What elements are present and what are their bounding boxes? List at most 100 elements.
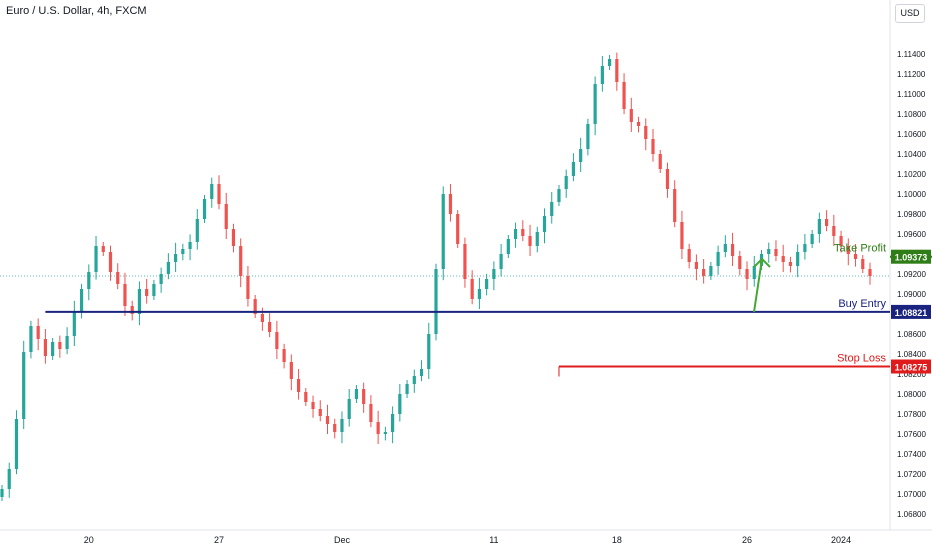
candle-body bbox=[224, 204, 228, 229]
x-tick-label: 26 bbox=[742, 535, 752, 545]
candle-body bbox=[730, 244, 735, 256]
candle-body bbox=[152, 284, 156, 296]
candle-body bbox=[174, 254, 178, 262]
target-arrow-head bbox=[753, 257, 771, 268]
candle-body bbox=[246, 276, 250, 299]
candle-body bbox=[774, 249, 778, 256]
candle-body bbox=[853, 254, 858, 259]
candle-body bbox=[492, 269, 496, 279]
candle-body bbox=[159, 274, 163, 284]
candle-body bbox=[861, 259, 865, 269]
candle-body bbox=[673, 189, 677, 222]
candle-body bbox=[289, 362, 293, 379]
candle-body bbox=[839, 236, 843, 246]
candle-body bbox=[87, 272, 91, 289]
candle-body bbox=[195, 219, 199, 242]
candle-body bbox=[268, 322, 272, 332]
candle-body bbox=[521, 229, 525, 236]
candle-body bbox=[427, 334, 431, 369]
candle-body bbox=[608, 59, 612, 66]
candle-body bbox=[282, 349, 286, 362]
buy-entry-price-value: 1.08821 bbox=[895, 308, 928, 318]
candle-body bbox=[615, 59, 619, 82]
currency-button[interactable]: USD bbox=[895, 4, 925, 23]
candle-body bbox=[702, 269, 706, 276]
candle-body bbox=[94, 246, 98, 272]
candle-body bbox=[738, 256, 742, 269]
buy-entry-price-tag bbox=[891, 304, 931, 319]
candle-body bbox=[347, 399, 351, 419]
y-tick-label: 1.10600 bbox=[897, 130, 926, 139]
candle-body bbox=[217, 184, 221, 204]
candle-body bbox=[202, 199, 207, 219]
candle-body bbox=[781, 256, 785, 262]
y-tick-label: 1.07400 bbox=[897, 450, 926, 459]
candle-body bbox=[499, 254, 503, 269]
candle-body bbox=[72, 312, 76, 336]
y-tick-label: 1.08200 bbox=[897, 370, 926, 379]
take-profit-price-value: 1.09373 bbox=[895, 253, 928, 263]
candle-body bbox=[29, 326, 33, 352]
candle-body bbox=[803, 244, 807, 252]
y-tick-label: 1.10800 bbox=[897, 110, 926, 119]
candle-body bbox=[79, 289, 84, 312]
x-tick-label: 11 bbox=[489, 535, 498, 545]
y-tick-label: 1.06800 bbox=[897, 510, 926, 519]
candle-body bbox=[43, 339, 47, 356]
x-tick-label: 20 bbox=[84, 535, 94, 545]
candle-body bbox=[629, 109, 633, 122]
candle-body bbox=[528, 236, 532, 246]
candle-body bbox=[398, 394, 402, 414]
stop-loss-price-tag bbox=[891, 359, 931, 374]
stop-loss-price-value: 1.08275 bbox=[895, 363, 928, 373]
candle-body bbox=[665, 169, 670, 189]
candle-body bbox=[108, 252, 113, 272]
candle-body bbox=[716, 252, 720, 266]
candle-body bbox=[253, 299, 257, 314]
candle-body bbox=[680, 222, 684, 249]
candle-body bbox=[36, 326, 40, 339]
candle-body bbox=[448, 194, 453, 214]
candle-body bbox=[477, 289, 481, 299]
candle-body bbox=[564, 176, 568, 189]
candle-body bbox=[311, 402, 315, 409]
candle-body bbox=[694, 262, 698, 269]
x-tick-label: Dec bbox=[334, 535, 351, 545]
y-tick-label: 1.07200 bbox=[897, 470, 926, 479]
candle-body bbox=[354, 389, 359, 399]
candle-body bbox=[745, 269, 749, 279]
y-tick-label: 1.09800 bbox=[897, 210, 926, 219]
candle-body bbox=[340, 419, 344, 432]
x-tick-label: 18 bbox=[612, 535, 622, 545]
y-tick-label: 1.07000 bbox=[897, 490, 926, 499]
candle-body bbox=[868, 269, 872, 276]
candle-body bbox=[369, 404, 373, 422]
candle-body bbox=[463, 244, 467, 279]
candle-body bbox=[542, 216, 547, 232]
take-profit-label: Take Profit bbox=[834, 243, 886, 255]
candle-body bbox=[412, 376, 416, 384]
candle-body bbox=[687, 249, 691, 262]
y-tick-label: 1.08000 bbox=[897, 390, 926, 399]
candle-body bbox=[58, 342, 62, 349]
x-tick-label: 27 bbox=[214, 535, 224, 545]
target-arrow-shaft bbox=[753, 258, 763, 313]
candle-body bbox=[51, 342, 55, 356]
y-tick-label: 1.09600 bbox=[897, 230, 926, 239]
y-tick-label: 1.11000 bbox=[897, 90, 926, 99]
candle-body bbox=[188, 242, 192, 249]
candle-body bbox=[506, 239, 510, 254]
candle-body bbox=[325, 416, 330, 424]
candle-body bbox=[318, 409, 322, 416]
candle-body bbox=[376, 422, 380, 434]
y-tick-label: 1.08600 bbox=[897, 330, 926, 339]
candle-body bbox=[846, 246, 850, 254]
candle-body bbox=[593, 84, 597, 124]
candle-body bbox=[65, 336, 69, 349]
y-tick-label: 1.08400 bbox=[897, 350, 926, 359]
candle-body bbox=[622, 82, 626, 109]
candle-body bbox=[434, 269, 438, 334]
y-tick-label: 1.10400 bbox=[897, 150, 926, 159]
candle-body bbox=[166, 262, 170, 274]
